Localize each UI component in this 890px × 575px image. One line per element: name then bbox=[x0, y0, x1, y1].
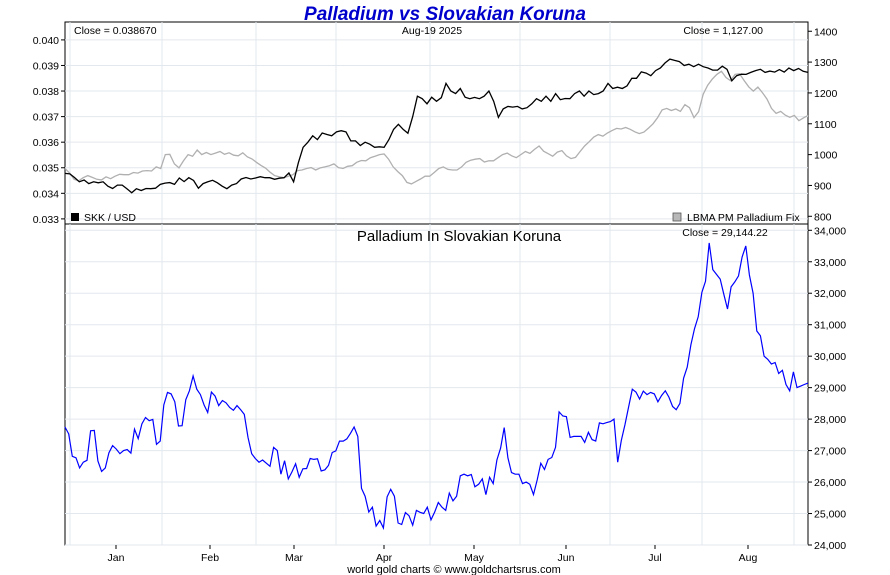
legend-label-skk: SKK / USD bbox=[84, 212, 136, 224]
bottom-panel-frame bbox=[64, 223, 809, 546]
legend-label-lbma: LBMA PM Palladium Fix bbox=[687, 212, 800, 224]
footer-credit: world gold charts © www.goldchartsrus.co… bbox=[346, 564, 561, 575]
lbma-palladium-line bbox=[64, 70, 809, 185]
top-right-tick-label: 1300 bbox=[814, 57, 838, 69]
top-right-tick-label: 1000 bbox=[814, 150, 838, 162]
bottom-right-axis: 34,000 33,000 32,000 31,000 30,000 29,000 28,0… bbox=[808, 225, 846, 552]
bottom-panel-grid bbox=[65, 224, 808, 546]
bottom-right-tick-label: 25,000 bbox=[814, 509, 846, 521]
bottom-right-tick-label: 29,000 bbox=[814, 383, 846, 395]
top-left-tick-label: 0.038 bbox=[33, 86, 59, 98]
top-left-tick-label: 0.034 bbox=[33, 188, 59, 200]
top-right-tick-label: 800 bbox=[814, 211, 832, 223]
top-panel-frame bbox=[64, 21, 809, 225]
bottom-right-tick-label: 24,000 bbox=[814, 540, 846, 552]
legend-swatch-skk bbox=[71, 213, 79, 221]
top-right-tick-label: 900 bbox=[814, 180, 832, 192]
top-left-tick-label: 0.033 bbox=[33, 214, 59, 226]
bottom-right-tick-label: 28,000 bbox=[814, 414, 846, 426]
top-left-axis: 0.040 0.039 0.038 0.037 0.036 0.035 0.034 0.033 bbox=[33, 35, 65, 226]
bottom-right-tick-label: 26,000 bbox=[814, 477, 846, 489]
bottom-panel-series bbox=[64, 242, 809, 531]
top-right-tick-label: 1200 bbox=[814, 88, 838, 100]
bottom-right-tick-label: 34,000 bbox=[814, 225, 846, 237]
x-tick-label: May bbox=[464, 552, 485, 564]
x-tick-label: Apr bbox=[376, 552, 393, 564]
x-tick-label: Mar bbox=[285, 552, 304, 564]
top-right-tick-label: 1100 bbox=[814, 119, 837, 131]
right-close-label: Close = 1,127.00 bbox=[683, 25, 763, 37]
top-panel-grid bbox=[65, 22, 808, 224]
top-right-tick-label: 1400 bbox=[814, 26, 838, 38]
bottom-right-tick-label: 27,000 bbox=[814, 446, 846, 458]
top-left-tick-label: 0.035 bbox=[33, 163, 59, 175]
left-close-label: Close = 0.038670 bbox=[74, 25, 157, 37]
bottom-right-tick-label: 32,000 bbox=[814, 288, 846, 300]
bottom-close-label: Close = 29,144.22 bbox=[682, 227, 768, 239]
top-right-axis: 1400 1300 1200 1100 1000 900 800 bbox=[808, 26, 838, 223]
top-left-tick-label: 0.039 bbox=[33, 60, 59, 72]
bottom-right-tick-label: 30,000 bbox=[814, 351, 846, 363]
x-tick-label: Feb bbox=[201, 552, 219, 564]
x-axis: Jan Feb Mar Apr May Jun Jul Aug bbox=[108, 545, 758, 564]
palladium-skk-line bbox=[64, 242, 809, 531]
legend-swatch-lbma bbox=[672, 212, 682, 222]
bottom-right-tick-label: 31,000 bbox=[814, 320, 846, 332]
top-left-tick-label: 0.040 bbox=[33, 35, 59, 47]
top-panel-series bbox=[64, 58, 809, 194]
date-label: Aug-19 2025 bbox=[402, 25, 462, 37]
x-tick-label: Jun bbox=[558, 552, 575, 564]
top-left-tick-label: 0.037 bbox=[33, 112, 59, 124]
x-tick-label: Jul bbox=[648, 552, 661, 564]
bottom-right-tick-label: 33,000 bbox=[814, 257, 846, 269]
bottom-chart-title: Palladium In Slovakian Koruna bbox=[357, 228, 562, 245]
chart-title: Palladium vs Slovakian Koruna bbox=[304, 4, 586, 25]
x-tick-label: Jan bbox=[108, 552, 125, 564]
top-left-tick-label: 0.036 bbox=[33, 137, 59, 149]
x-tick-label: Aug bbox=[739, 552, 758, 564]
skk-usd-line bbox=[64, 58, 809, 194]
